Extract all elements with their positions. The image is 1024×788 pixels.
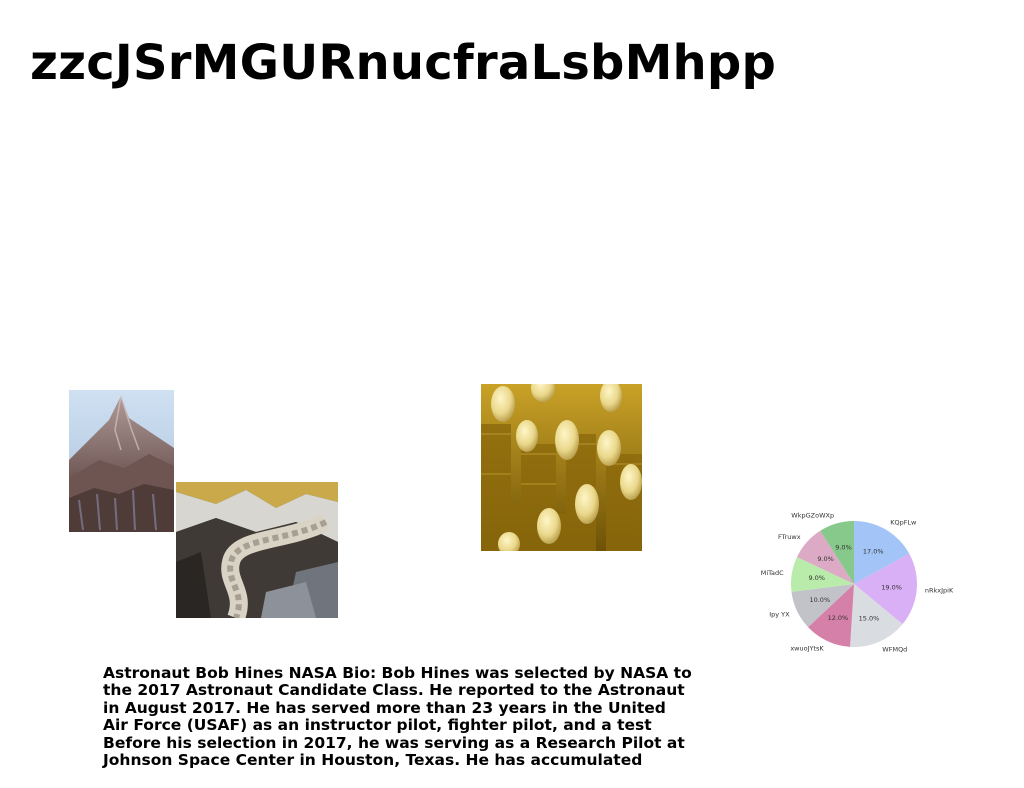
body-text-line: Air Force (USAF) as an instructor pilot,… bbox=[103, 716, 652, 735]
pie-pct-label: 9.0% bbox=[835, 544, 852, 552]
pie-slice-kqpflw bbox=[854, 521, 910, 584]
body-text-line: the 2017 Astronaut Candidate Class. He r… bbox=[103, 681, 685, 700]
pie-chart: 17.0% KQpFLw 19.0% nRkxJpiK 15.0% WFMQd 12.0% x… bbox=[748, 492, 962, 688]
pie-category-label: xwuoJYtsK bbox=[790, 644, 824, 652]
pie-pct-label: 9.0% bbox=[817, 555, 834, 563]
pie-category-label: FTruwx bbox=[778, 533, 801, 541]
pie-pct-label: 12.0% bbox=[828, 614, 849, 622]
mountain-photo bbox=[69, 390, 174, 532]
pie-category-label: WkpGZoWXp bbox=[791, 512, 834, 520]
pie-category-label: WFMQd bbox=[882, 645, 907, 653]
pie-pct-label: 17.0% bbox=[863, 548, 884, 556]
body-text: Astronaut Bob Hines NASA Bio: Bob Hines … bbox=[103, 664, 723, 770]
body-text-line: Astronaut Bob Hines NASA Bio: Bob Hines … bbox=[103, 664, 692, 682]
pie-pct-label: 19.0% bbox=[881, 584, 902, 592]
body-text-line: Before his selection in 2017, he was ser… bbox=[103, 733, 685, 752]
pie-chart-svg: 17.0% KQpFLw 19.0% nRkxJpiK 15.0% WFMQd 12.0% x… bbox=[761, 512, 954, 654]
pie-slice-mitadc bbox=[791, 557, 854, 592]
page-title: zzcJSrMGURnucfraLsbMhpp bbox=[30, 35, 777, 91]
pie-slice-wkpgzowxp bbox=[820, 521, 854, 584]
pie-category-label: Ipy YX bbox=[769, 610, 790, 618]
pie-slice-ftruwx bbox=[797, 530, 854, 584]
pie-slice-ipy-yx bbox=[791, 584, 854, 628]
pie-slice-wfmqd bbox=[850, 584, 903, 648]
pie-pct-label: 10.0% bbox=[809, 596, 830, 604]
pie-pct-label: 15.0% bbox=[859, 615, 880, 623]
pie-category-label: nRkxJpiK bbox=[925, 587, 954, 595]
pie-category-label: MiTadC bbox=[761, 569, 784, 577]
pie-slice-xwuojytsk bbox=[808, 584, 854, 647]
coins-eggs-photo bbox=[481, 384, 642, 551]
pie-slice-nrkxjpik bbox=[854, 553, 918, 625]
glacier-photo bbox=[176, 482, 338, 618]
body-text-line: in August 2017. He has served more than … bbox=[103, 698, 666, 717]
body-text-line: Johnson Space Center in Houston, Texas. … bbox=[103, 751, 643, 770]
pie-category-label: KQpFLw bbox=[890, 519, 917, 527]
pie-pct-label: 9.0% bbox=[808, 574, 825, 582]
